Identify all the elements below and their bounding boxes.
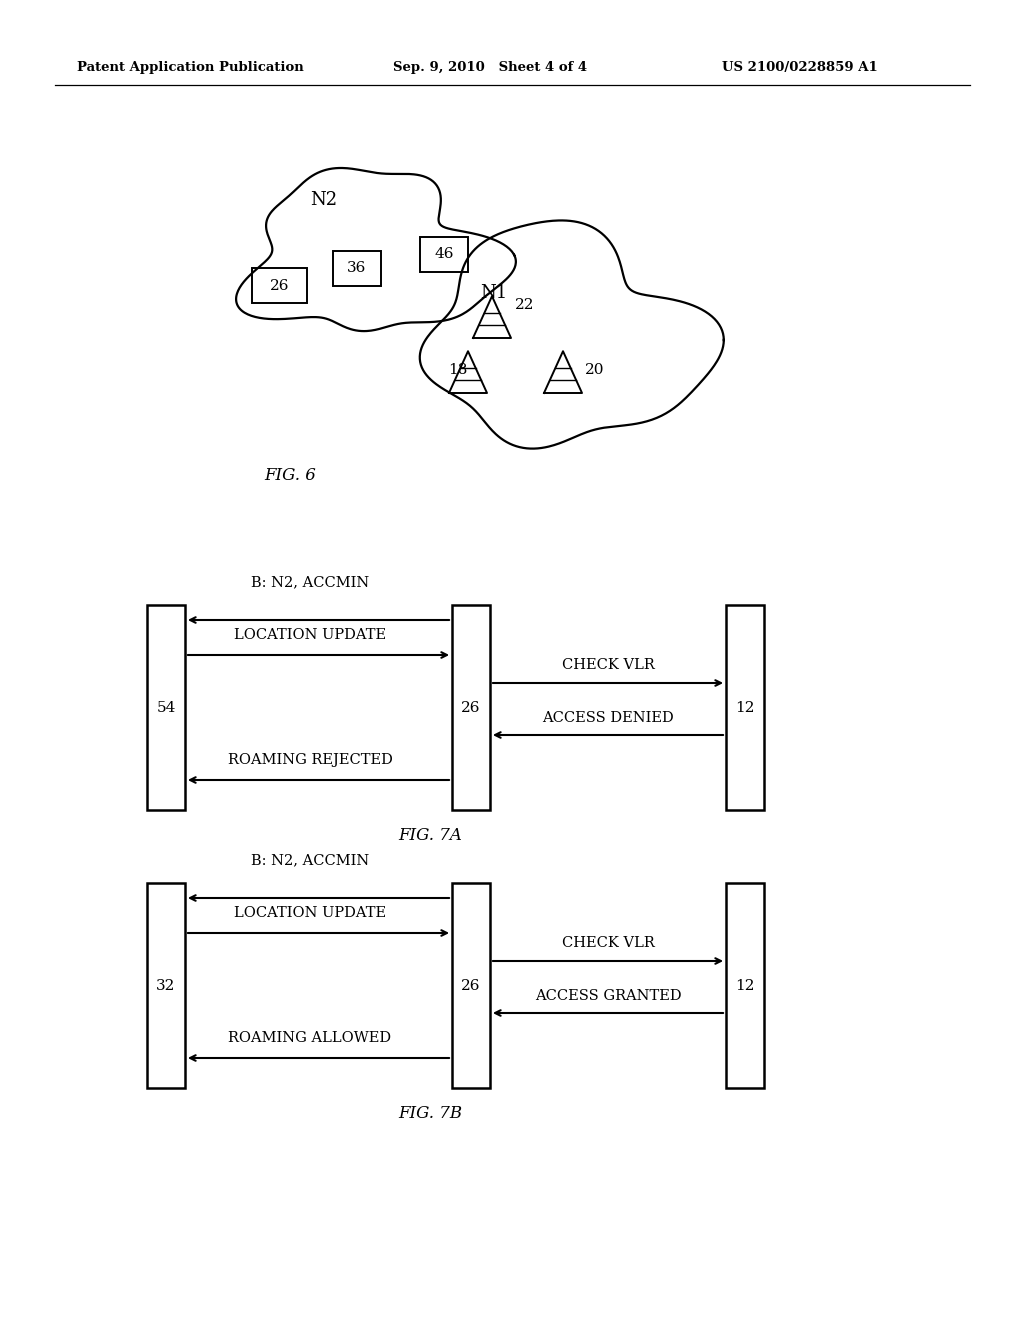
Text: 26: 26 bbox=[461, 978, 480, 993]
Text: ACCESS GRANTED: ACCESS GRANTED bbox=[535, 989, 681, 1003]
Text: 18: 18 bbox=[449, 363, 467, 378]
Text: Patent Application Publication: Patent Application Publication bbox=[77, 62, 303, 74]
Bar bbox=[452, 605, 490, 810]
Text: CHECK VLR: CHECK VLR bbox=[561, 657, 654, 672]
Text: 46: 46 bbox=[434, 248, 454, 261]
Text: Sep. 9, 2010   Sheet 4 of 4: Sep. 9, 2010 Sheet 4 of 4 bbox=[393, 62, 587, 74]
Text: 12: 12 bbox=[735, 978, 755, 993]
Text: ROAMING ALLOWED: ROAMING ALLOWED bbox=[228, 1031, 391, 1045]
Text: B: N2, ACCMIN: B: N2, ACCMIN bbox=[251, 576, 369, 589]
Text: 26: 26 bbox=[461, 701, 480, 714]
Bar bbox=[333, 251, 381, 286]
Bar bbox=[252, 268, 307, 304]
Bar bbox=[726, 883, 764, 1088]
Text: CHECK VLR: CHECK VLR bbox=[561, 936, 654, 950]
Bar bbox=[147, 605, 185, 810]
Text: N2: N2 bbox=[310, 191, 337, 209]
Text: 54: 54 bbox=[157, 701, 176, 714]
Text: FIG. 6: FIG. 6 bbox=[264, 466, 316, 483]
Bar bbox=[452, 883, 490, 1088]
Text: B: N2, ACCMIN: B: N2, ACCMIN bbox=[251, 853, 369, 867]
Text: 26: 26 bbox=[269, 279, 289, 293]
Text: 22: 22 bbox=[515, 298, 535, 312]
Text: 36: 36 bbox=[347, 261, 367, 276]
Bar bbox=[147, 883, 185, 1088]
Text: ACCESS DENIED: ACCESS DENIED bbox=[542, 711, 674, 725]
Text: LOCATION UPDATE: LOCATION UPDATE bbox=[233, 906, 386, 920]
Text: N1: N1 bbox=[480, 284, 507, 302]
Text: 32: 32 bbox=[157, 978, 176, 993]
Text: 12: 12 bbox=[735, 701, 755, 714]
Text: FIG. 7B: FIG. 7B bbox=[398, 1105, 462, 1122]
Text: ROAMING REJECTED: ROAMING REJECTED bbox=[227, 752, 392, 767]
Text: FIG. 7A: FIG. 7A bbox=[398, 826, 462, 843]
Text: US 2100/0228859 A1: US 2100/0228859 A1 bbox=[722, 62, 878, 74]
Text: 20: 20 bbox=[585, 363, 604, 378]
Bar bbox=[420, 238, 468, 272]
Text: LOCATION UPDATE: LOCATION UPDATE bbox=[233, 628, 386, 642]
Bar bbox=[726, 605, 764, 810]
